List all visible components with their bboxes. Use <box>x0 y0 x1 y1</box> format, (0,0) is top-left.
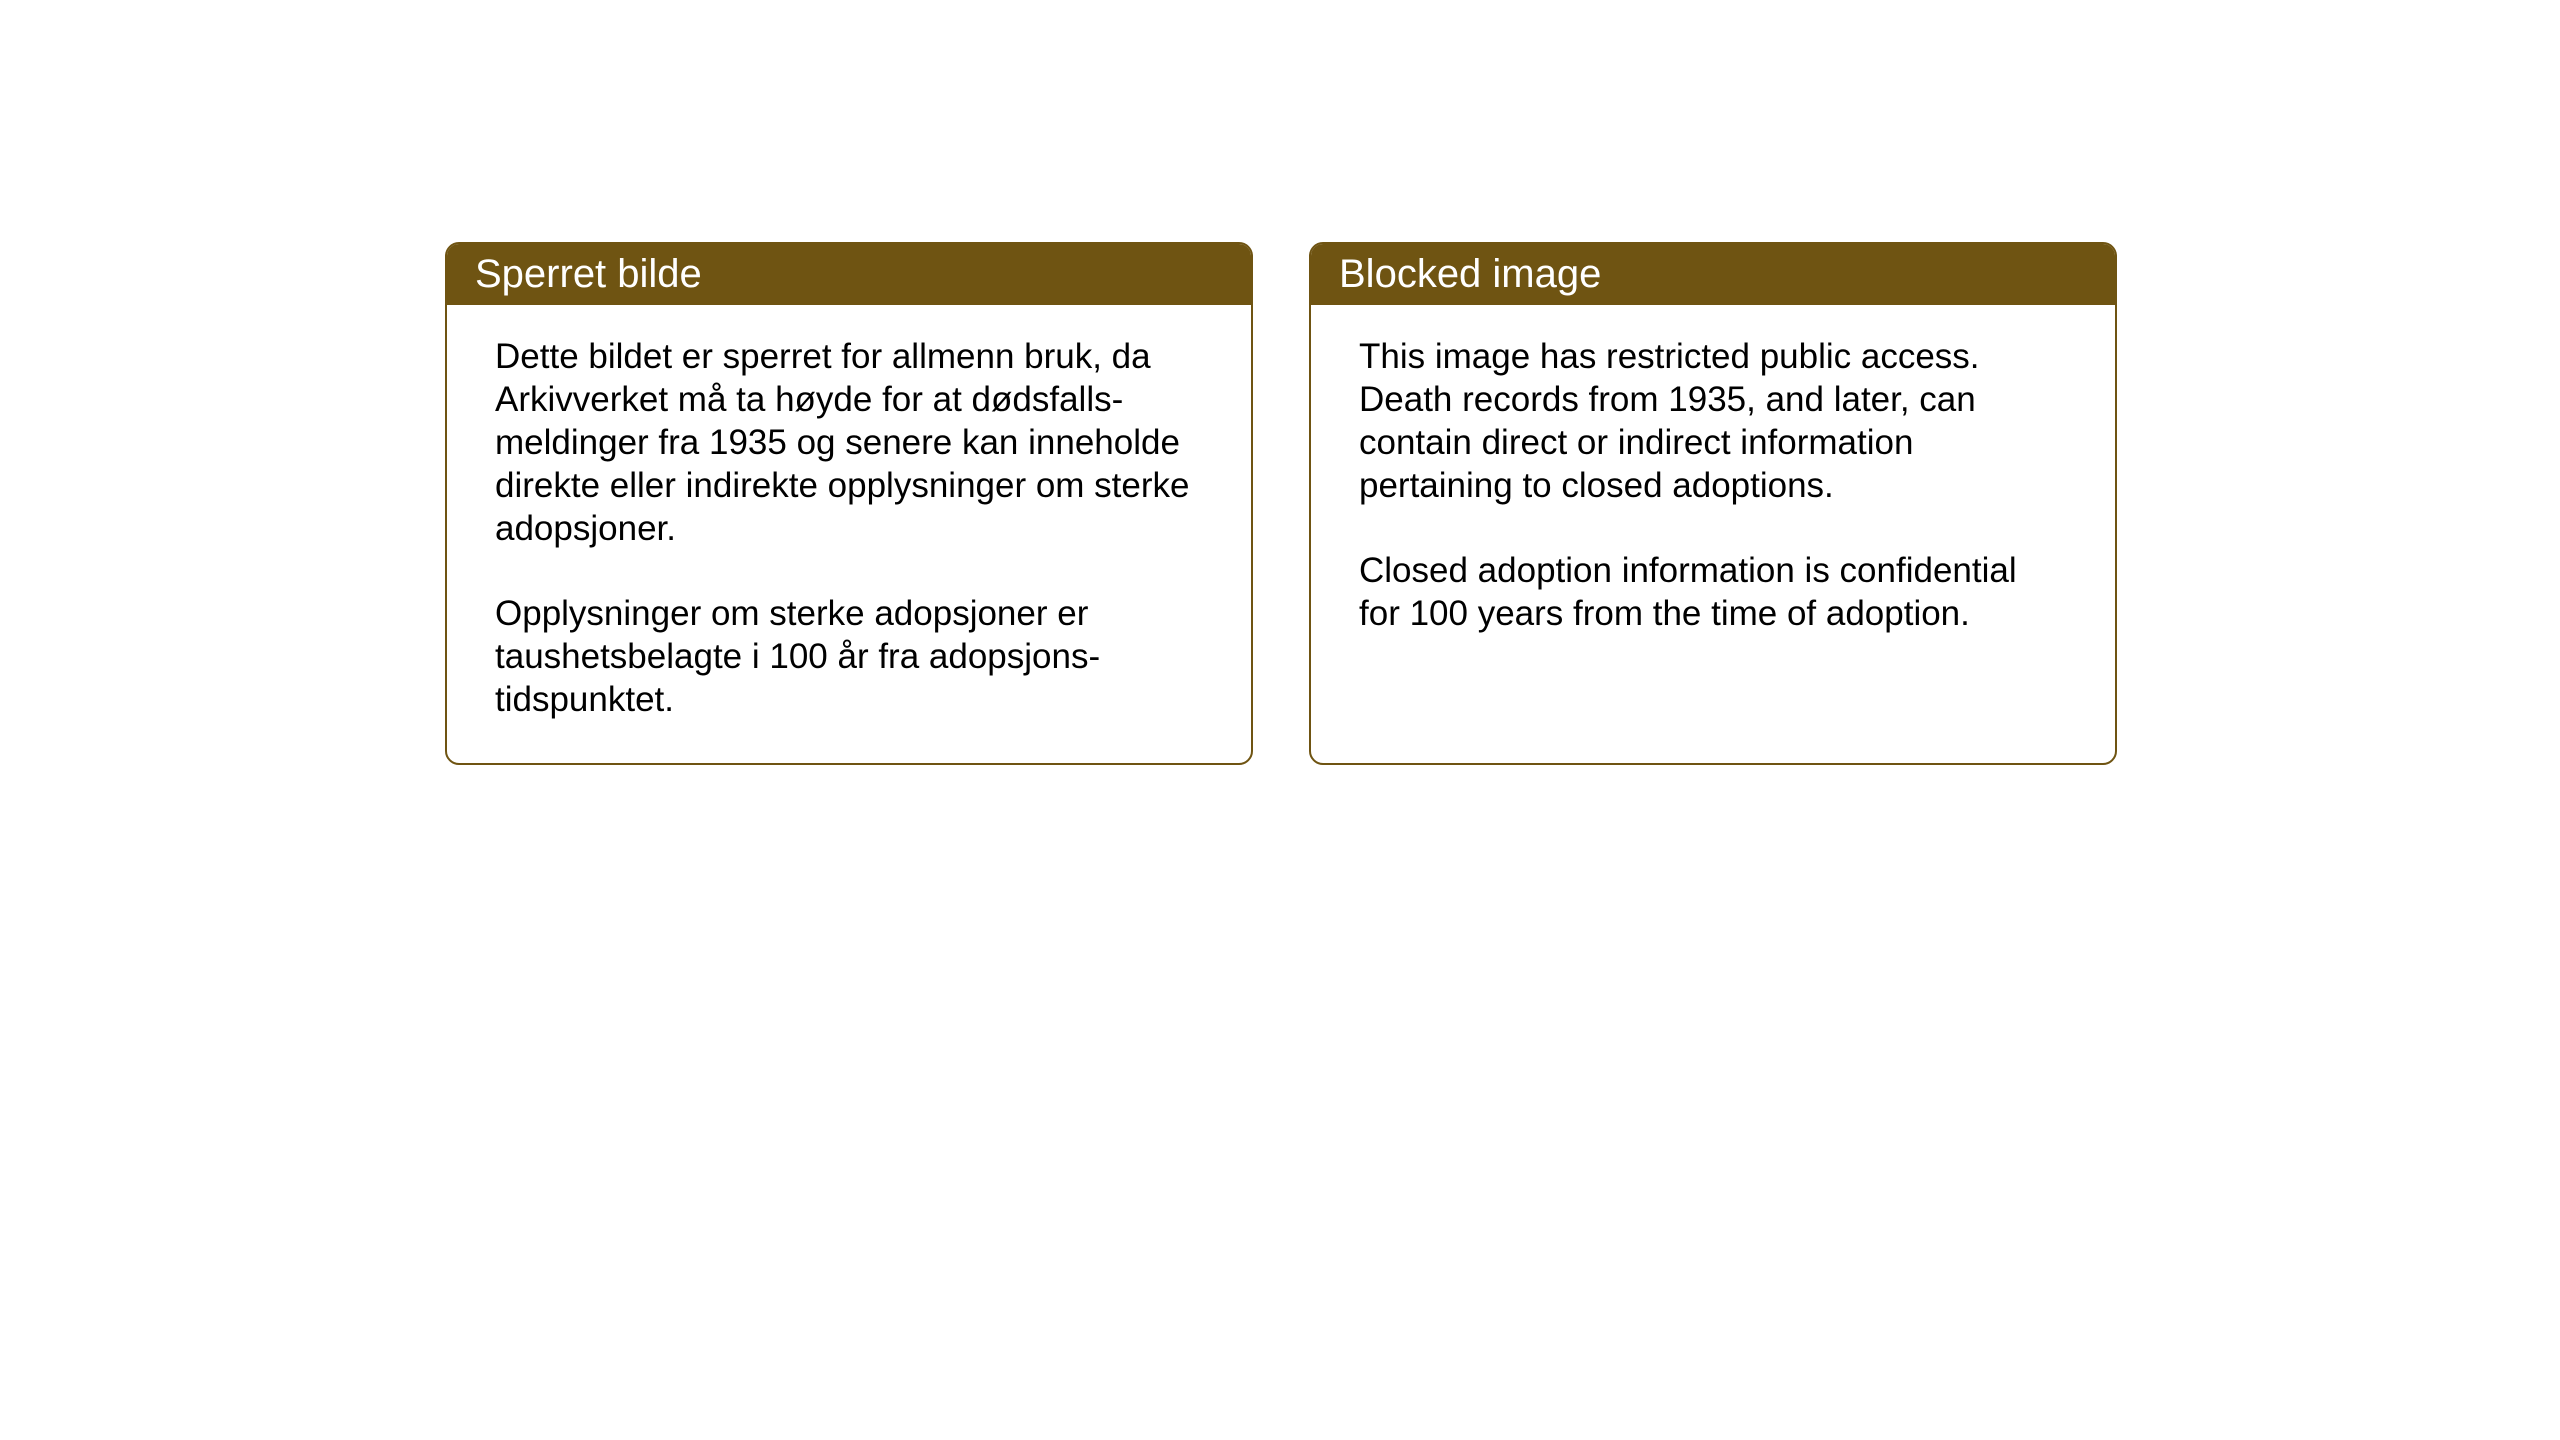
card-norwegian-title: Sperret bilde <box>475 252 702 296</box>
cards-container: Sperret bilde Dette bildet er sperret fo… <box>445 242 2117 765</box>
card-norwegian-paragraph-1: Dette bildet er sperret for allmenn bruk… <box>495 335 1203 550</box>
card-norwegian-body: Dette bildet er sperret for allmenn bruk… <box>447 305 1251 763</box>
card-english-paragraph-2: Closed adoption information is confident… <box>1359 549 2067 635</box>
card-english-body: This image has restricted public access.… <box>1311 305 2115 677</box>
card-norwegian-paragraph-2: Opplysninger om sterke adopsjoner er tau… <box>495 592 1203 721</box>
card-english-header: Blocked image <box>1311 244 2115 305</box>
card-norwegian-header: Sperret bilde <box>447 244 1251 305</box>
card-english-paragraph-1: This image has restricted public access.… <box>1359 335 2067 507</box>
card-norwegian: Sperret bilde Dette bildet er sperret fo… <box>445 242 1253 765</box>
card-english-title: Blocked image <box>1339 252 1601 296</box>
card-english: Blocked image This image has restricted … <box>1309 242 2117 765</box>
